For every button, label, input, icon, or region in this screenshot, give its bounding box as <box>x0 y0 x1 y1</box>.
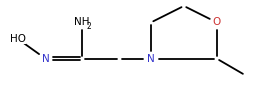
Text: O: O <box>213 17 221 27</box>
Text: HO: HO <box>10 34 26 44</box>
Text: NH: NH <box>74 17 89 27</box>
Text: 2: 2 <box>87 22 91 31</box>
Text: N: N <box>42 54 49 64</box>
Text: N: N <box>147 54 155 64</box>
